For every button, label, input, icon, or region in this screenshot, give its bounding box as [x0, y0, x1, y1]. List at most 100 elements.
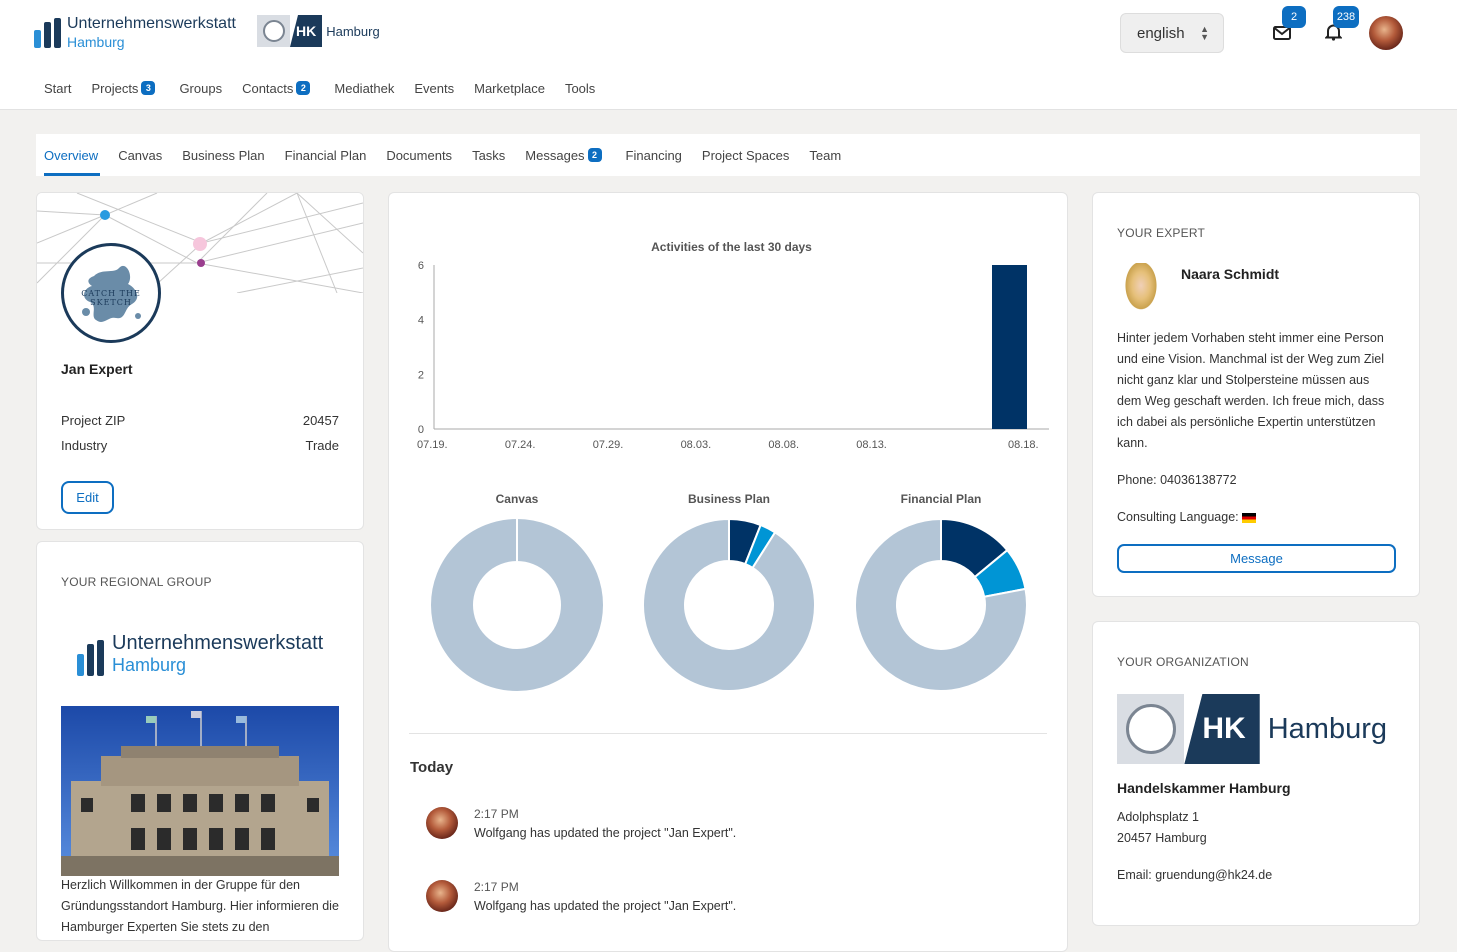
tab-canvas[interactable]: Canvas	[118, 147, 163, 163]
x-tick-label: 08.18.	[1008, 439, 1039, 451]
hk-organization-logo[interactable]: HK Hamburg	[1117, 694, 1387, 764]
mail-count-badge: 2	[1282, 6, 1306, 28]
tab-financial-plan[interactable]: Financial Plan	[284, 147, 367, 163]
language-select[interactable]: english ▲ ▼	[1120, 13, 1224, 53]
nav-item-projects[interactable]: Projects 3	[81, 78, 165, 98]
tab-messages[interactable]: Messages 2	[515, 134, 611, 176]
industry-value: Trade	[305, 438, 339, 453]
donut-title: Canvas	[496, 492, 539, 506]
nav-item-mediathek[interactable]: Mediathek	[334, 80, 395, 96]
regional-group-card: YOUR REGIONAL GROUP Unternehmenswerkstat…	[36, 541, 364, 941]
x-tick-label: 07.24.	[505, 439, 536, 451]
hk-hamburg-logo[interactable]: HK Hamburg	[257, 15, 380, 47]
donut-title: Financial Plan	[901, 492, 982, 506]
wolfgang-avatar[interactable]	[426, 807, 458, 839]
feed-item-time: 2:17 PM	[474, 880, 519, 894]
donut-title: Business Plan	[688, 492, 770, 506]
org-logo-abbrev: HK	[1184, 694, 1260, 764]
x-tick-label: 08.08.	[768, 439, 799, 451]
organization-city: 20457 Hamburg	[1117, 831, 1207, 845]
expert-avatar[interactable]	[1123, 263, 1159, 313]
tab-team[interactable]: Team	[809, 147, 842, 163]
x-tick-label: 07.19.	[417, 439, 448, 451]
edit-button[interactable]: Edit	[61, 481, 114, 514]
language-value: english	[1137, 24, 1185, 42]
unternehmenswerkstatt-logo[interactable]: Unternehmenswerkstatt Hamburg	[34, 14, 236, 52]
feed-item-time: 2:17 PM	[474, 807, 519, 821]
project-name: Jan Expert	[61, 361, 133, 377]
message-button[interactable]: Message	[1117, 544, 1396, 573]
nav-item-groups[interactable]: Groups	[179, 80, 223, 96]
organization-title: YOUR ORGANIZATION	[1117, 655, 1249, 669]
feed-item-text: Wolfgang has updated the project "Jan Ex…	[474, 899, 737, 913]
seal-icon	[257, 15, 290, 47]
expert-title: YOUR EXPERT	[1117, 226, 1205, 240]
logo-line1: Unternehmenswerkstatt	[67, 15, 236, 32]
activity-bar	[992, 265, 1027, 429]
organization-email[interactable]: Email: gruendung@hk24.de	[1117, 868, 1273, 882]
network-banner-image	[37, 193, 363, 293]
nav-item-events[interactable]: Events	[414, 80, 455, 96]
nav-item-tools[interactable]: Tools	[564, 80, 596, 96]
feed-title: Today	[410, 759, 454, 776]
consulting-language-label: Consulting Language:	[1117, 510, 1239, 524]
y-tick-label: 4	[418, 315, 424, 327]
wolfgang-avatar[interactable]	[426, 880, 458, 912]
group-logo-line1: Unternehmenswerkstatt	[112, 632, 324, 654]
main-nav: Start Projects 3 Groups Contacts 2 Mediath…	[34, 78, 605, 98]
y-tick-label: 0	[418, 424, 424, 436]
industry-label: Industry	[61, 438, 108, 453]
feed-divider	[409, 733, 1047, 734]
nav-item-marketplace[interactable]: Marketplace	[474, 80, 545, 96]
notification-count-badge: 238	[1333, 6, 1359, 28]
y-tick-label: 2	[418, 369, 424, 381]
expert-card: YOUR EXPERT Naara Schmidt Hinter jedem V…	[1092, 192, 1420, 597]
chart-title: Activities of the last 30 days	[651, 240, 812, 254]
regional-group-logo[interactable]: Unternehmenswerkstatt Hamburg	[77, 632, 323, 676]
expert-bio: Hinter jedem Vorhaben steht immer eine P…	[1117, 331, 1385, 450]
tab-tasks[interactable]: Tasks	[472, 147, 506, 163]
logo-line2: Hamburg	[67, 34, 125, 50]
chamber-building-image	[61, 706, 339, 876]
mail-icon[interactable]	[1273, 26, 1291, 40]
zip-label: Project ZIP	[61, 413, 126, 428]
project-card: CATCH THE SKETCH Jan Expert Project ZIP …	[36, 192, 364, 530]
regional-group-text: Herzlich Willkommen in der Gruppe für de…	[61, 878, 339, 934]
organization-street: Adolphsplatz 1	[1117, 810, 1200, 824]
expert-name[interactable]: Naara Schmidt	[1181, 266, 1280, 282]
ink-splash-icon	[82, 265, 141, 322]
updown-chevron-icon: ▲ ▼	[1200, 24, 1209, 42]
feed-item-text: Wolfgang has updated the project "Jan Ex…	[474, 826, 737, 840]
tab-documents[interactable]: Documents	[386, 147, 453, 163]
tab-project-spaces[interactable]: Project Spaces	[701, 147, 790, 163]
organization-card: YOUR ORGANIZATION HK Hamburg Handelskamm…	[1092, 621, 1420, 926]
activities-bar-chart: Activities of the last 30 days 0 2 4 6 07.19.…	[417, 240, 1049, 451]
nav-item-start[interactable]: Start	[44, 80, 72, 96]
org-logo-word: Hamburg	[1267, 712, 1387, 745]
tab-business-plan[interactable]: Business Plan	[182, 147, 265, 163]
x-tick-label: 07.29.	[593, 439, 624, 451]
group-logo-line2: Hamburg	[112, 655, 187, 675]
activity-card: Activities of the last 30 days 0 2 4 6 07.19.…	[388, 192, 1068, 952]
logo-bars-icon	[77, 640, 104, 676]
tab-overview[interactable]: Overview	[36, 134, 108, 176]
hk-abbrev: HK	[290, 15, 323, 47]
donut-slice	[642, 517, 816, 692]
project-tabs: Overview Canvas Business Plan Financial …	[36, 134, 1420, 176]
nav-item-contacts[interactable]: Contacts 2	[232, 78, 320, 98]
x-tick-label: 08.03.	[681, 439, 712, 451]
project-logo: CATCH THE SKETCH	[61, 243, 161, 343]
feed-item: 2:17 PM Wolfgang has updated the project…	[426, 807, 736, 840]
user-avatar[interactable]	[1369, 16, 1403, 50]
project-logo-text: CATCH THE SKETCH	[81, 289, 141, 307]
top-header: Unternehmenswerkstatt Hamburg HK Hamburg…	[0, 0, 1457, 110]
projects-count-badge: 3	[141, 81, 156, 95]
tab-financing[interactable]: Financing	[625, 147, 682, 163]
regional-group-title: YOUR REGIONAL GROUP	[61, 575, 212, 589]
hk-word: Hamburg	[326, 23, 380, 39]
contacts-count-badge: 2	[296, 81, 311, 95]
feed-item: 2:17 PM Wolfgang has updated the project…	[426, 880, 736, 913]
progress-donut-charts: Canvas Business Plan Financial Plan	[431, 492, 1028, 692]
organization-name: Handelskammer Hamburg	[1117, 780, 1291, 796]
german-flag-icon	[1241, 512, 1256, 523]
